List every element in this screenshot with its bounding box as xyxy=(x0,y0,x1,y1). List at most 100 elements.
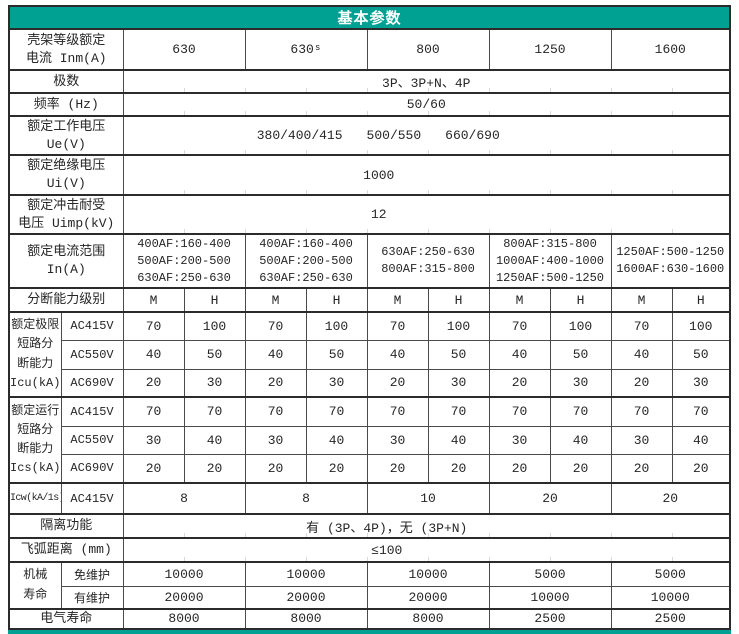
basic-parameters-table: 基本参数 壳架等级额定 电流 Inm(A) 630 630ˢ 800 1250 … xyxy=(8,5,731,630)
row-label-ue: 额定工作电压 Ue(V) xyxy=(8,115,124,156)
cell-class-1: M xyxy=(122,287,185,313)
row-label-icw: Icw(kA/1s) xyxy=(8,482,62,515)
row-rated-insulation-voltage: 额定绝缘电压 Ui(V) 1000 xyxy=(8,154,731,196)
cell-inm-630: 630 xyxy=(122,28,246,71)
cell-ics-0-4: 70 xyxy=(366,396,429,427)
cell-icu-1-3: 50 xyxy=(305,339,368,370)
cell-ics-1-1: 40 xyxy=(183,425,246,455)
cell-icu-0-7: 100 xyxy=(549,311,612,341)
cell-elec-3: 2500 xyxy=(488,608,612,630)
cell-class-4: H xyxy=(305,287,368,313)
cell-ics-1-9: 40 xyxy=(671,425,731,455)
cell-mech-1-1: 20000 xyxy=(244,585,368,610)
cell-mech-1-2: 20000 xyxy=(366,585,490,610)
cell-ics-1-5: 40 xyxy=(427,425,490,455)
row-label-breaking-class: 分断能力级别 xyxy=(8,287,124,313)
cell-class-5: M xyxy=(366,287,429,313)
row-label-frequency: 频率 (Hz) xyxy=(8,92,124,117)
row-label-arc: 飞弧距离 (mm) xyxy=(8,537,124,563)
sublabel-icu-ac415v: AC415V xyxy=(60,311,124,341)
row-mech-life-maintained: 有维护 20000 20000 20000 10000 10000 xyxy=(9,585,731,610)
cell-class-9: M xyxy=(610,287,673,313)
cell-icu-2-4: 20 xyxy=(366,368,429,398)
cell-icu-0-6: 70 xyxy=(488,311,551,341)
cell-icu-0-2: 70 xyxy=(244,311,307,341)
cell-icw-1: 8 xyxy=(122,482,246,515)
cell-ics-2-6: 20 xyxy=(488,453,551,484)
cell-icu-2-1: 30 xyxy=(183,368,246,398)
row-icu-ac690v: AC690V 20 30 20 30 20 30 20 30 20 30 xyxy=(9,368,731,398)
sublabel-ics-ac690v: AC690V xyxy=(60,453,124,484)
cell-ics-0-1: 70 xyxy=(183,396,246,427)
row-rated-working-voltage: 额定工作电压 Ue(V) 380/400/415 500/550 660/690 xyxy=(8,115,731,156)
table-title: 基本参数 xyxy=(8,5,731,30)
cell-class-10: H xyxy=(671,287,731,313)
cell-mech-1-4: 10000 xyxy=(610,585,731,610)
cell-in-range-5: 1250AF:500-1250 1600AF:630-1600 xyxy=(610,233,731,289)
row-ics-ac550v: AC550V 30 40 30 40 30 40 30 40 30 40 xyxy=(9,425,731,455)
cell-icw-2: 8 xyxy=(244,482,368,515)
cell-icu-2-5: 30 xyxy=(427,368,490,398)
cell-mech-0-4: 5000 xyxy=(610,561,731,587)
cell-icu-1-8: 40 xyxy=(610,339,673,370)
sublabel-maintained: 有维护 xyxy=(60,585,124,610)
row-arc-distance: 飞弧距离 (mm) ≤100 xyxy=(8,537,731,563)
cell-icu-2-8: 20 xyxy=(610,368,673,398)
cell-mech-1-0: 20000 xyxy=(122,585,246,610)
cell-elec-1: 8000 xyxy=(244,608,368,630)
row-breaking-capacity-class: 分断能力级别 M H M H M H M H M H xyxy=(8,287,731,313)
cell-icu-2-7: 30 xyxy=(549,368,612,398)
row-frequency: 频率 (Hz) 50/60 xyxy=(8,92,731,117)
row-icu-ac415v: 额定极限 短路分 断能力 Icu(kA) AC415V 70 100 70 10… xyxy=(8,311,731,398)
group-label-ics: 额定运行 短路分 断能力 Ics(kA) xyxy=(8,396,62,484)
cell-icu-0-4: 70 xyxy=(366,311,429,341)
row-ics-ac415v: 额定运行 短路分 断能力 Ics(kA) AC415V 70 70 70 70 … xyxy=(8,396,731,484)
cell-inm-800: 800 xyxy=(366,28,490,71)
cell-ics-1-7: 40 xyxy=(549,425,612,455)
cell-icu-1-2: 40 xyxy=(244,339,307,370)
cell-ics-0-5: 70 xyxy=(427,396,490,427)
cell-icw-5: 20 xyxy=(610,482,731,515)
ue-value-3: 660/690 xyxy=(445,128,500,143)
row-mech-life-maintfree: 机械 寿命 免维护 10000 10000 10000 5000 5000 xyxy=(8,561,731,610)
cell-ics-1-2: 30 xyxy=(244,425,307,455)
row-isolation: 隔离功能 有 (3P、4P)，无 (3P+N) xyxy=(8,513,731,539)
cell-elec-4: 2500 xyxy=(610,608,731,630)
row-label-ui: 额定绝缘电压 Ui(V) xyxy=(8,154,124,196)
cell-ics-0-9: 70 xyxy=(671,396,731,427)
cell-ics-2-3: 20 xyxy=(305,453,368,484)
row-impulse-withstand-voltage: 额定冲击耐受 电压 Uimp(kV) 12 xyxy=(8,194,731,235)
cell-icu-0-5: 100 xyxy=(427,311,490,341)
cell-mech-0-2: 10000 xyxy=(366,561,490,587)
cell-icu-2-9: 30 xyxy=(671,368,731,398)
cell-ue: 380/400/415 500/550 660/690 xyxy=(122,115,731,156)
sublabel-maint-free: 免维护 xyxy=(60,561,124,587)
cell-ics-0-8: 70 xyxy=(610,396,673,427)
group-label-mech-life: 机械 寿命 xyxy=(8,561,62,610)
cell-ics-2-0: 20 xyxy=(122,453,185,484)
cell-inm-1250: 1250 xyxy=(488,28,612,71)
row-electrical-life: 电气寿命 8000 8000 8000 2500 2500 xyxy=(8,608,731,630)
sublabel-ics-ac550v: AC550V xyxy=(60,425,124,455)
cell-icu-1-6: 40 xyxy=(488,339,551,370)
row-ics-ac690v: AC690V 20 20 20 20 20 20 20 20 20 20 xyxy=(9,453,731,484)
cell-ics-2-2: 20 xyxy=(244,453,307,484)
cell-isolation: 有 (3P、4P)，无 (3P+N) xyxy=(122,513,731,539)
row-label-poles: 极数 xyxy=(8,69,124,94)
cell-class-8: H xyxy=(549,287,612,313)
cell-icw-3: 10 xyxy=(366,482,490,515)
row-icw: Icw(kA/1s) AC415V 8 8 10 20 20 xyxy=(8,482,731,515)
cell-ics-1-6: 30 xyxy=(488,425,551,455)
cell-inm-630s: 630ˢ xyxy=(244,28,368,71)
cell-icw-4: 20 xyxy=(488,482,612,515)
cell-ics-0-7: 70 xyxy=(549,396,612,427)
cell-ics-2-5: 20 xyxy=(427,453,490,484)
cell-ics-2-7: 20 xyxy=(549,453,612,484)
cell-icu-0-9: 100 xyxy=(671,311,731,341)
cell-ics-1-3: 40 xyxy=(305,425,368,455)
sublabel-icu-ac550v: AC550V xyxy=(60,339,124,370)
cell-ics-0-2: 70 xyxy=(244,396,307,427)
cell-in-range-4: 800AF:315-800 1000AF:400-1000 1250AF:500… xyxy=(488,233,612,289)
row-label-isolation: 隔离功能 xyxy=(8,513,124,539)
row-label-frame-current: 壳架等级额定 电流 Inm(A) xyxy=(8,28,124,71)
